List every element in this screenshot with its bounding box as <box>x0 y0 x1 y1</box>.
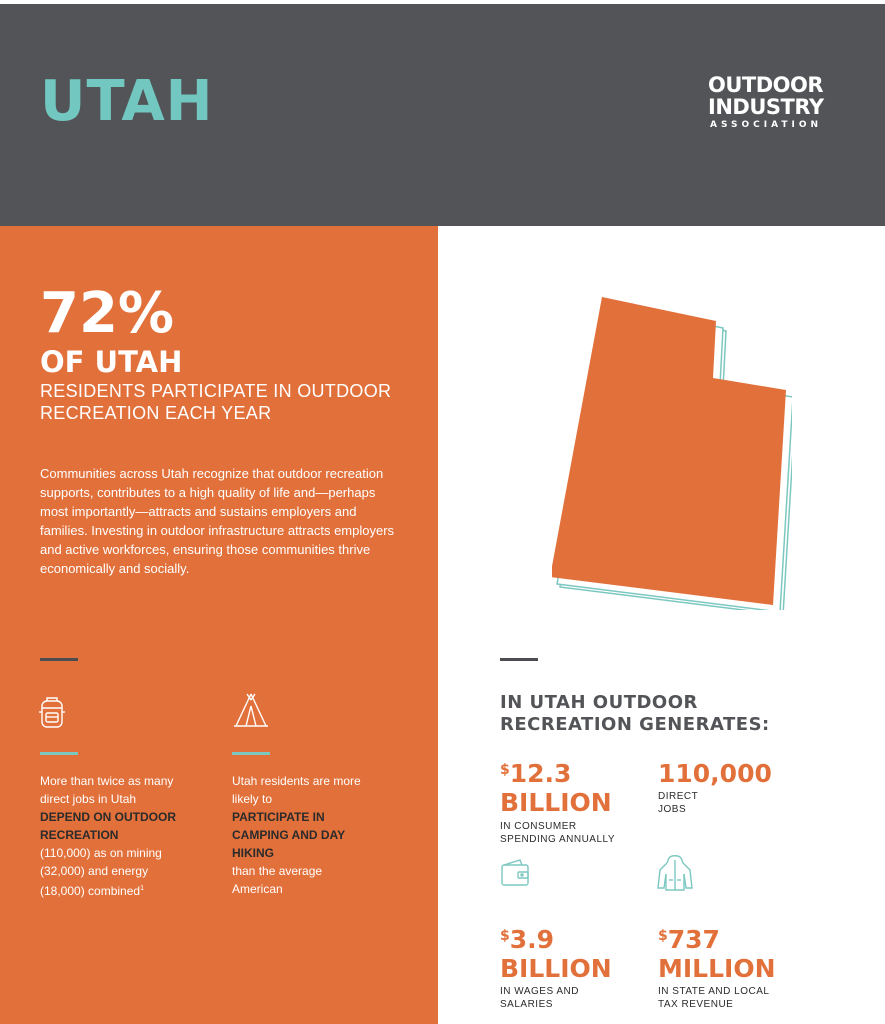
state-shape <box>552 297 786 605</box>
metric-wages-unit: BILLION <box>500 954 612 983</box>
wallet-icon <box>501 859 529 886</box>
participation-description: RESIDENTS PARTICIPATE IN OUTDOOR RECREAT… <box>40 381 392 423</box>
metric-tax-label: IN STATE AND LOCAL TAX REVENUE <box>658 985 769 1011</box>
metric-wages-label-line2: SALARIES <box>500 999 553 1010</box>
metric-spending-number: 12.3 <box>509 759 572 788</box>
fact-camping-bold: PARTICIPATE IN CAMPING AND DAY HIKING <box>232 810 345 860</box>
metric-wages-value: $3.9 <box>500 926 554 954</box>
metric-spending-label: IN CONSUMER SPENDING ANNUALLY <box>500 820 615 846</box>
generates-heading-line2: RECREATION GENERATES: <box>500 714 770 735</box>
fact-camping-pre: Utah residents are more likely to <box>232 774 361 806</box>
metric-jobs-value: 110,000 <box>658 760 772 788</box>
section-divider-left <box>40 658 78 661</box>
fact-jobs-bold: DEPEND ON OUTDOOR RECREATION <box>40 810 177 842</box>
header-banner: UTAH OUTDOOR INDUSTRY ASSOCIATION <box>0 4 885 226</box>
fact-jobs: More than twice as many direct jobs in U… <box>40 772 180 900</box>
metric-tax-number: 737 <box>667 925 720 954</box>
left-panel: 72% OF UTAH RESIDENTS PARTICIPATE IN OUT… <box>0 226 438 1024</box>
intro-paragraph: Communities across Utah recognize that o… <box>40 466 395 576</box>
metric-jobs-label: DIRECT JOBS <box>658 790 698 816</box>
backpack-icon <box>39 697 65 728</box>
utah-state-map <box>552 297 792 610</box>
jacket-icon <box>657 855 693 891</box>
logo-line-industry: INDUSTRY <box>708 95 824 119</box>
logo-line-outdoor: OUTDOOR <box>708 73 824 97</box>
participation-percent: 72% <box>40 281 175 346</box>
fact-camping: Utah residents are more likely to PARTIC… <box>232 772 372 898</box>
metric-spending-unit: BILLION <box>500 788 612 817</box>
metric-wages-currency: $ <box>500 928 510 944</box>
fact-jobs-post: (110,000) as on mining (32,000) and ener… <box>40 846 162 898</box>
metric-wages-number: 3.9 <box>509 925 555 954</box>
metric-tax-label-line1: IN STATE AND LOCAL <box>658 986 770 997</box>
metric-tax-label-line2: TAX REVENUE <box>658 999 734 1010</box>
metric-jobs-label-line2: JOBS <box>658 804 687 815</box>
fact-jobs-pre: More than twice as many direct jobs in U… <box>40 774 174 806</box>
top-strip <box>0 0 885 4</box>
metric-spending-label-line1: IN CONSUMER <box>500 821 577 832</box>
metric-jobs-label-line1: DIRECT <box>658 791 699 802</box>
metric-wages-label-line1: IN WAGES AND <box>500 986 579 997</box>
fact-camping-post: than the average American <box>232 864 323 896</box>
page-title: UTAH <box>40 69 214 134</box>
participation-subject: OF UTAH <box>40 345 183 379</box>
metric-tax-value: $737 <box>658 926 720 954</box>
metric-spending-value: $12.3 <box>500 760 571 788</box>
generates-heading-line1: IN UTAH OUTDOOR <box>500 692 698 713</box>
tent-icon <box>234 693 268 727</box>
section-divider-right <box>500 658 538 661</box>
fact-divider-2 <box>232 752 270 755</box>
metric-wages-label: IN WAGES AND SALARIES <box>500 985 579 1011</box>
metric-tax-currency: $ <box>658 928 668 944</box>
oia-logo: OUTDOOR INDUSTRY ASSOCIATION <box>708 74 848 130</box>
metric-jobs-number: 110,000 <box>658 759 772 788</box>
fact-jobs-footnote: 1 <box>140 885 144 892</box>
fact-divider-1 <box>40 752 78 755</box>
metric-spending-label-line2: SPENDING ANNUALLY <box>500 834 616 845</box>
metric-tax-unit: MILLION <box>658 954 776 983</box>
metric-spending-currency: $ <box>500 762 510 778</box>
generates-heading: IN UTAH OUTDOOR RECREATION GENERATES: <box>500 692 770 736</box>
logo-line-association: ASSOCIATION <box>710 120 823 130</box>
